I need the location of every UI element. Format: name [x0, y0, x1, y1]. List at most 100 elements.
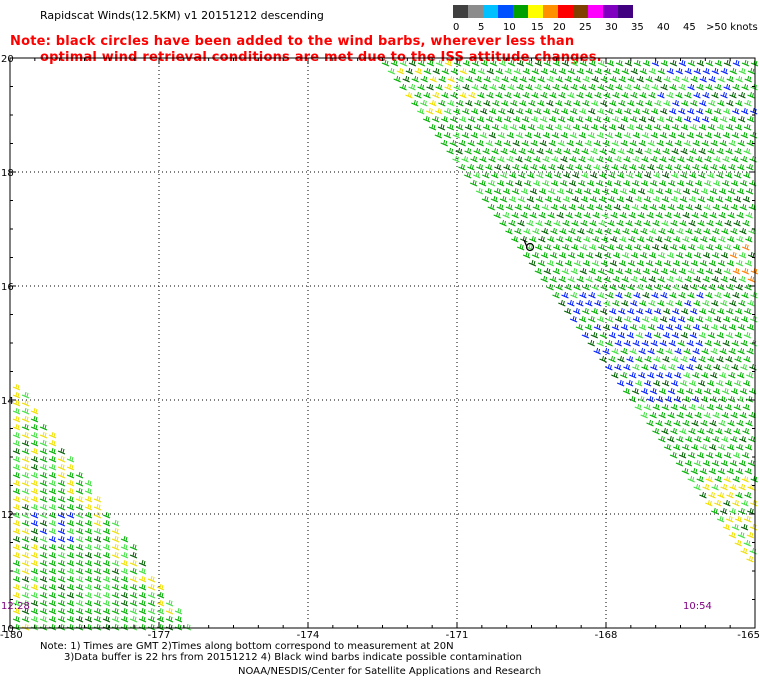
- wind-barb: [21, 415, 30, 423]
- wind-barb: [48, 575, 57, 583]
- wind-barb: [566, 115, 575, 123]
- wind-barb: [662, 147, 670, 155]
- wind-barb: [30, 527, 39, 535]
- wind-barb: [738, 483, 746, 491]
- wind-barb: [714, 291, 722, 299]
- wind-barb: [743, 355, 751, 363]
- wind-barb: [586, 227, 594, 235]
- wind-barb: [702, 275, 710, 283]
- wind-barb: [644, 147, 652, 155]
- wind-barb: [75, 607, 84, 615]
- wind-barb: [725, 331, 734, 339]
- wind-barb: [511, 187, 520, 195]
- wind-barb: [721, 435, 729, 443]
- wind-barb: [477, 91, 485, 99]
- wind-barb: [734, 123, 743, 131]
- wind-barb: [156, 599, 165, 607]
- wind-barb: [93, 591, 102, 599]
- wind-barb: [678, 267, 687, 275]
- wind-barb: [138, 559, 147, 567]
- wind-barb: [748, 411, 756, 419]
- wind-barb: [711, 251, 720, 259]
- wind-barb: [638, 139, 646, 147]
- wind-barb: [30, 455, 39, 463]
- wind-barb: [663, 75, 671, 83]
- wind-barb: [732, 291, 740, 299]
- wind-barb: [390, 59, 399, 67]
- wind-barb: [746, 115, 755, 123]
- wind-barb: [48, 591, 57, 599]
- wind-barb: [727, 187, 736, 195]
- wind-barb: [615, 107, 623, 115]
- wind-barb: [426, 59, 435, 67]
- wind-barb: [735, 491, 743, 499]
- wind-barb: [747, 507, 755, 515]
- wind-barb: [650, 363, 658, 371]
- wind-barb: [120, 567, 129, 575]
- wind-barb: [717, 75, 725, 83]
- wind-barb: [747, 459, 756, 467]
- wind-barb: [663, 443, 672, 451]
- wind-barb: [578, 315, 587, 323]
- wind-barb: [75, 535, 84, 543]
- wind-barb: [688, 379, 697, 387]
- wind-barb: [718, 187, 727, 195]
- wind-barb: [583, 187, 592, 195]
- wind-barb: [703, 227, 711, 235]
- wind-barb: [690, 307, 698, 315]
- wind-barb: [733, 195, 742, 203]
- wind-barb: [699, 99, 707, 107]
- wind-barb: [593, 163, 601, 171]
- wind-barb: [587, 155, 595, 163]
- wind-barb: [435, 59, 444, 67]
- lon-label: -165: [737, 630, 760, 641]
- wind-barb: [729, 483, 737, 491]
- wind-barb: [12, 383, 21, 391]
- wind-barb: [715, 427, 723, 435]
- wind-barb: [676, 435, 684, 443]
- wind-barb: [709, 235, 717, 243]
- wind-barb: [654, 75, 662, 83]
- wind-barb: [559, 203, 567, 211]
- wind-barb: [670, 195, 679, 203]
- wind-barb: [39, 551, 48, 559]
- wind-barb: [645, 99, 653, 107]
- wind-barb: [646, 419, 654, 427]
- wind-barb: [138, 607, 147, 615]
- legend-label: 25: [579, 22, 592, 33]
- wind-barb: [738, 507, 746, 515]
- wind-barb: [30, 607, 39, 615]
- wind-barb: [39, 607, 48, 615]
- wind-barb: [503, 115, 512, 123]
- wind-barb: [600, 259, 609, 267]
- wind-barb: [21, 591, 30, 599]
- wind-barb: [701, 371, 709, 379]
- wind-barb: [715, 219, 723, 227]
- wind-barb: [744, 467, 753, 475]
- wind-barb: [718, 211, 726, 219]
- wind-barb: [504, 67, 513, 75]
- wind-barb: [700, 211, 708, 219]
- wind-barb: [564, 259, 573, 267]
- wind-barb: [643, 379, 652, 387]
- wind-barb: [120, 575, 129, 583]
- wind-barb: [697, 379, 706, 387]
- wind-barb: [747, 299, 755, 307]
- legend-swatch: [573, 5, 588, 18]
- wind-barb: [84, 567, 93, 575]
- wind-barb: [678, 451, 687, 459]
- wind-barb: [402, 75, 410, 83]
- color-legend: 0 5 10 15 20 25 30 35 40 45 >50 knots: [453, 5, 758, 33]
- wind-barb: [500, 123, 509, 131]
- wind-barb: [21, 623, 30, 631]
- wind-barb: [524, 131, 533, 139]
- wind-barb: [713, 339, 721, 347]
- wind-barb: [639, 275, 647, 283]
- wind-barb: [723, 107, 731, 115]
- wind-barb: [724, 403, 732, 411]
- wind-barb: [612, 67, 621, 75]
- wind-barb: [701, 163, 709, 171]
- wind-barb: [469, 179, 478, 187]
- wind-barb: [587, 339, 595, 347]
- wind-barb: [449, 139, 457, 147]
